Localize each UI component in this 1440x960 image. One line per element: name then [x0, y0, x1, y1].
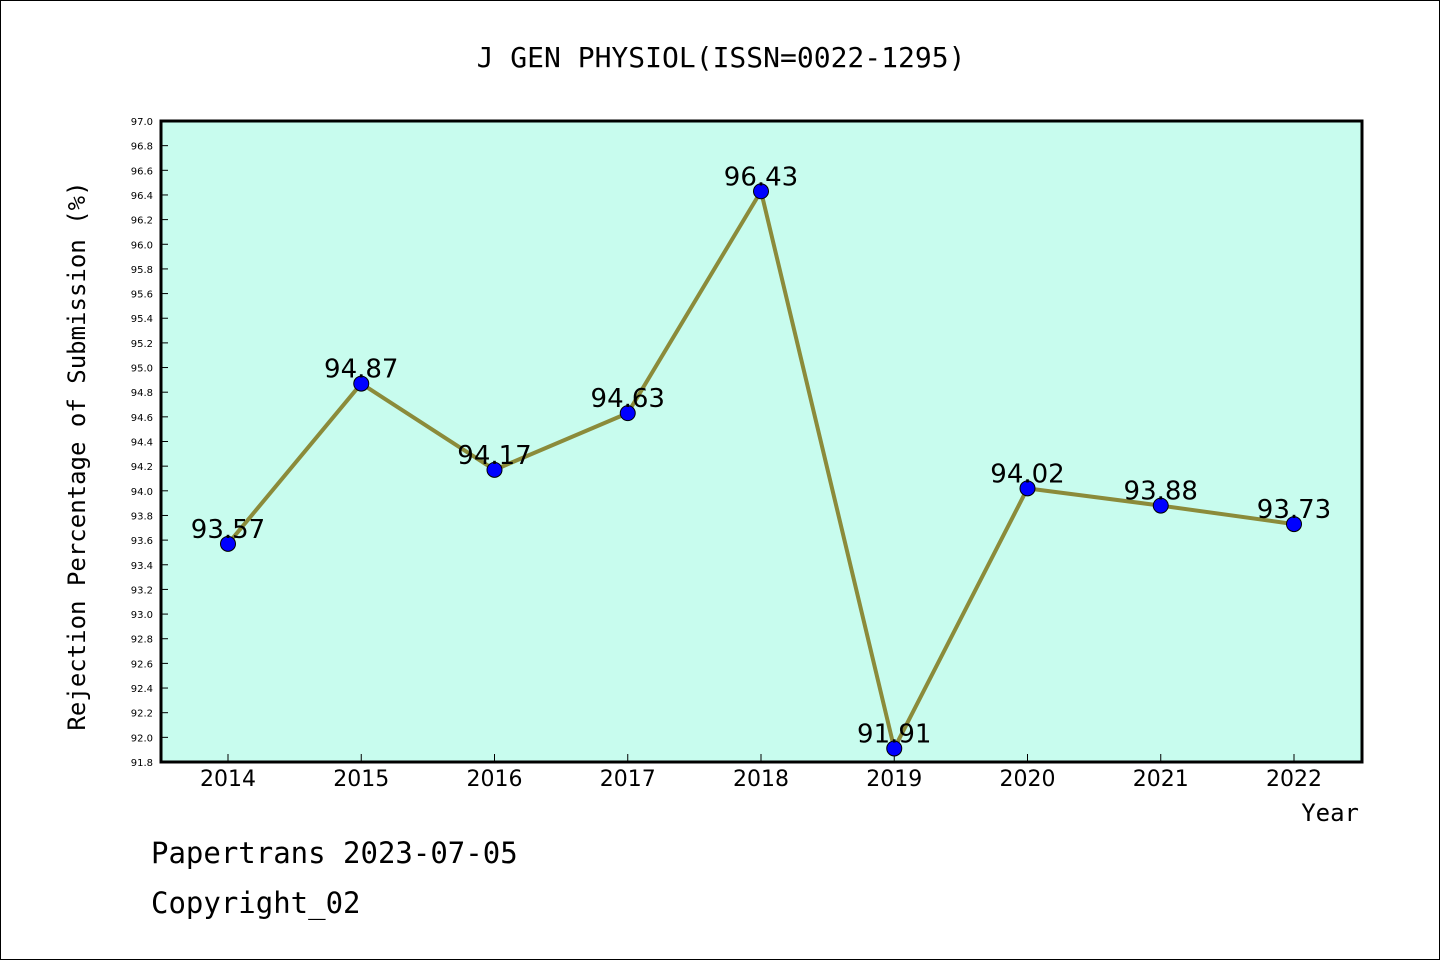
y-tick-label: 94.4: [131, 438, 153, 449]
y-tick-label: 92.6: [131, 659, 153, 670]
data-label-2018: 96.43: [724, 162, 798, 192]
y-tick-label: 93.6: [131, 536, 153, 547]
data-markers: [220, 183, 1302, 757]
y-tick-label: 96.6: [131, 166, 153, 177]
y-tick-label: 91.8: [131, 758, 153, 769]
y-tick-label: 93.2: [131, 585, 153, 596]
y-tick-label: 95.2: [131, 339, 153, 350]
y-tick-label: 94.6: [131, 413, 153, 424]
data-point-2022: [1286, 516, 1302, 533]
y-axis: 91.8 92.0 92.2 92.4 92.6 92.8 93.0 93.2 93.4 93.6…: [131, 117, 168, 769]
y-tick-label: 92.2: [131, 709, 153, 720]
footer-copyright: Copyright_02: [151, 886, 361, 920]
x-tick-label: 2019: [866, 767, 922, 792]
data-label-2014: 93.57: [191, 515, 265, 545]
x-tick-label: 2020: [1000, 767, 1056, 792]
y-axis-title: Rejection Percentage of Submission (%): [63, 181, 91, 730]
x-tick-label: 2016: [467, 767, 523, 792]
y-tick-label: 96.4: [131, 191, 153, 202]
x-tick-label: 2018: [733, 767, 789, 792]
y-tick-label: 93.8: [131, 511, 153, 522]
data-label-2022: 93.73: [1257, 495, 1331, 525]
y-tick-label: 95.0: [131, 364, 153, 375]
data-label-2016: 94.17: [457, 441, 531, 471]
x-tick-label: 2014: [200, 767, 256, 792]
data-point-2018: [753, 183, 769, 200]
data-label-2015: 94.87: [324, 355, 398, 385]
y-tick-label: 97.0: [131, 117, 153, 128]
y-tick-label: 94.0: [131, 487, 153, 498]
y-tick-label: 96.8: [131, 142, 153, 153]
y-tick-label: 93.0: [131, 610, 153, 621]
y-tick-label: 96.0: [131, 240, 153, 251]
x-axis-title: Year: [1301, 799, 1359, 827]
x-axis: 2014 2015 2016 2017 2018 2019 2020 2021 2022: [200, 754, 1322, 792]
x-tick-label: 2015: [333, 767, 389, 792]
x-tick-label: 2021: [1133, 767, 1189, 792]
data-label-2021: 93.88: [1124, 477, 1198, 507]
data-label-2020: 94.02: [990, 459, 1064, 489]
y-tick-label: 92.4: [131, 684, 153, 695]
y-tick-label: 95.6: [131, 290, 153, 301]
y-tick-label: 94.8: [131, 388, 153, 399]
footer-date: Papertrans 2023-07-05: [151, 836, 518, 870]
y-tick-label: 92.8: [131, 635, 153, 646]
data-point-2014: [220, 535, 236, 552]
data-point-2020: [1019, 480, 1036, 497]
y-tick-label: 93.4: [131, 561, 153, 572]
y-tick-label: 96.2: [131, 216, 153, 227]
y-tick-label: 92.0: [131, 733, 153, 744]
chart-title: J GEN PHYSIOL(ISSN=0022-1295): [477, 41, 966, 74]
data-label-2019: 91.91: [857, 719, 931, 749]
data-point-2017: [619, 405, 636, 422]
x-tick-label: 2017: [600, 767, 656, 792]
y-tick-label: 95.8: [131, 265, 153, 276]
data-point-2019: [886, 740, 903, 757]
data-point-2021: [1152, 497, 1169, 514]
data-point-2015: [353, 375, 370, 392]
x-tick-label: 2022: [1266, 767, 1322, 792]
y-tick-label: 95.4: [131, 314, 153, 325]
plot-area: [159, 119, 1364, 764]
data-label-2017: 94.63: [591, 384, 665, 414]
data-labels: 93.57 94.87 94.17 94.63 96.43 91.91 94.02 93.88…: [191, 162, 1331, 749]
data-point-2016: [486, 461, 503, 478]
y-tick-label: 94.2: [131, 462, 153, 473]
